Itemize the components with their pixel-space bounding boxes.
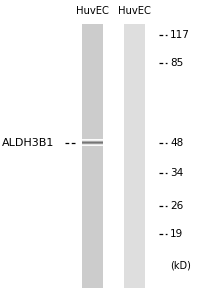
- Bar: [82, 140, 103, 141]
- Bar: [82, 144, 103, 145]
- Text: HuvEC: HuvEC: [118, 7, 151, 16]
- Bar: [82, 141, 103, 142]
- Bar: [82, 141, 103, 142]
- Text: 117: 117: [170, 29, 190, 40]
- Bar: [82, 24, 103, 288]
- Bar: [82, 140, 103, 141]
- Bar: [82, 143, 103, 144]
- Text: HuvEC: HuvEC: [76, 7, 109, 16]
- Bar: [82, 140, 103, 141]
- Text: 85: 85: [170, 58, 183, 68]
- Bar: [82, 139, 103, 140]
- Bar: [82, 142, 103, 143]
- Text: ALDH3B1: ALDH3B1: [2, 137, 54, 148]
- Bar: [82, 145, 103, 146]
- Text: 34: 34: [170, 167, 183, 178]
- Text: 26: 26: [170, 200, 183, 211]
- Bar: [82, 144, 103, 145]
- Bar: [82, 145, 103, 146]
- Text: 48: 48: [170, 137, 183, 148]
- Bar: [82, 143, 103, 144]
- Bar: [82, 142, 103, 143]
- Text: 19: 19: [170, 229, 183, 239]
- Bar: [124, 24, 145, 288]
- Bar: [82, 141, 103, 142]
- Text: (kD): (kD): [170, 260, 191, 271]
